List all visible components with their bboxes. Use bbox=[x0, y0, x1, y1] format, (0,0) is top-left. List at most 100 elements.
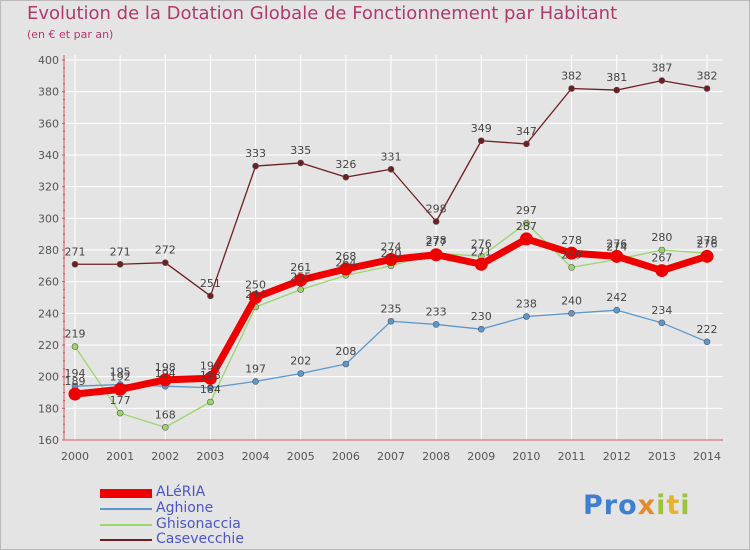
x-tick-label: 2004 bbox=[242, 450, 270, 463]
logo-part-end: i bbox=[680, 490, 691, 521]
data-point bbox=[207, 398, 214, 406]
data-label: 193 bbox=[200, 369, 221, 382]
data-label: 298 bbox=[426, 203, 447, 216]
data-label: 326 bbox=[335, 158, 356, 171]
data-point bbox=[432, 321, 440, 328]
data-point bbox=[294, 273, 308, 287]
y-tick-label: 260 bbox=[38, 276, 59, 289]
data-point bbox=[387, 317, 395, 325]
data-label: 276 bbox=[697, 237, 718, 250]
x-tick-label: 2002 bbox=[151, 450, 179, 463]
data-point bbox=[342, 173, 350, 181]
data-point bbox=[432, 218, 440, 225]
data-point bbox=[161, 424, 169, 431]
data-point bbox=[116, 409, 124, 417]
data-point bbox=[249, 291, 263, 304]
data-point bbox=[610, 249, 624, 263]
chart-subtitle: (en € et par an) bbox=[27, 28, 114, 41]
data-point bbox=[519, 232, 533, 246]
data-point bbox=[700, 249, 714, 263]
data-label: 382 bbox=[697, 70, 718, 83]
data-label: 264 bbox=[335, 256, 356, 269]
legend-swatch bbox=[100, 488, 152, 498]
x-tick-label: 2005 bbox=[287, 450, 315, 463]
data-label: 276 bbox=[471, 237, 492, 250]
data-point bbox=[71, 343, 79, 350]
x-tick-label: 2011 bbox=[558, 450, 586, 463]
data-label: 234 bbox=[651, 304, 672, 317]
data-label: 177 bbox=[110, 394, 131, 407]
data-point bbox=[703, 338, 711, 346]
data-point bbox=[252, 162, 259, 170]
x-tick-label: 2012 bbox=[603, 450, 631, 463]
legend-swatch bbox=[100, 508, 152, 510]
y-tick-label: 240 bbox=[38, 307, 59, 320]
data-label: 194 bbox=[155, 367, 176, 380]
data-point bbox=[384, 253, 398, 266]
data-label: 280 bbox=[651, 231, 672, 244]
logo-part-p: Pro bbox=[583, 490, 638, 521]
data-point bbox=[339, 262, 353, 276]
data-label: 381 bbox=[606, 71, 627, 84]
y-tick-label: 220 bbox=[38, 339, 59, 352]
data-label: 189 bbox=[65, 375, 86, 388]
x-tick-label: 2000 bbox=[61, 450, 89, 463]
x-tick-label: 2013 bbox=[648, 450, 676, 463]
data-point bbox=[613, 306, 621, 314]
data-point bbox=[207, 292, 214, 300]
data-label: 331 bbox=[381, 150, 402, 163]
data-label: 274 bbox=[606, 241, 627, 254]
data-point bbox=[297, 286, 305, 293]
data-label: 335 bbox=[290, 144, 311, 157]
data-label: 271 bbox=[65, 245, 86, 258]
legend-label: Casevecchie bbox=[156, 531, 244, 547]
data-label: 197 bbox=[245, 362, 266, 375]
data-label: 192 bbox=[110, 370, 131, 383]
logo-part-t: t bbox=[666, 490, 681, 521]
y-tick-label: 380 bbox=[38, 86, 59, 99]
data-point bbox=[387, 165, 395, 173]
data-label: 276 bbox=[606, 237, 627, 250]
legend-swatch bbox=[100, 539, 152, 541]
data-point bbox=[613, 86, 621, 94]
data-point bbox=[71, 260, 79, 268]
data-label: 387 bbox=[651, 62, 672, 75]
y-tick-label: 400 bbox=[38, 54, 59, 67]
data-label: 347 bbox=[516, 125, 537, 138]
data-point bbox=[703, 85, 711, 92]
data-label: 297 bbox=[516, 204, 537, 217]
data-label: 271 bbox=[110, 245, 131, 258]
data-point bbox=[68, 387, 82, 401]
x-tick-label: 2001 bbox=[106, 450, 134, 463]
data-label: 274 bbox=[381, 241, 402, 254]
data-label: 277 bbox=[426, 236, 447, 249]
x-tick-label: 2006 bbox=[332, 450, 360, 463]
data-label: 240 bbox=[561, 294, 582, 307]
logo-part-i: i bbox=[656, 490, 667, 521]
data-label: 250 bbox=[245, 279, 266, 292]
chart-title: Evolution de la Dotation Globale de Fonc… bbox=[27, 3, 618, 24]
data-point bbox=[658, 246, 666, 254]
data-point bbox=[429, 248, 443, 262]
y-tick-label: 160 bbox=[38, 434, 59, 447]
data-point bbox=[477, 137, 485, 145]
y-tick-label: 360 bbox=[38, 117, 59, 130]
data-label: 251 bbox=[200, 277, 221, 290]
proxiti-logo: Proxiti bbox=[583, 490, 691, 521]
data-label: 287 bbox=[516, 220, 537, 233]
y-tick-label: 180 bbox=[38, 402, 59, 415]
data-label: 269 bbox=[561, 248, 582, 261]
y-tick-label: 320 bbox=[38, 181, 59, 194]
data-label: 222 bbox=[697, 323, 718, 336]
data-label: 198 bbox=[155, 361, 176, 374]
data-label: 349 bbox=[471, 122, 492, 135]
data-label: 168 bbox=[155, 408, 176, 421]
data-point bbox=[568, 85, 575, 92]
data-point bbox=[568, 310, 575, 317]
data-label: 261 bbox=[290, 261, 311, 274]
legend-label: Ghisonaccia bbox=[156, 516, 241, 532]
data-point bbox=[297, 159, 305, 167]
data-label: 242 bbox=[606, 291, 627, 304]
data-label: 235 bbox=[381, 302, 402, 315]
data-point bbox=[565, 246, 579, 260]
